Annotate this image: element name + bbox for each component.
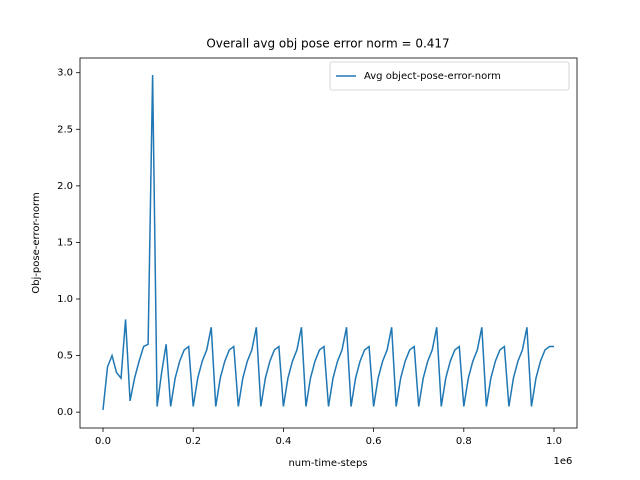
legend-label: Avg object-pose-error-norm (364, 71, 501, 82)
plot-frame (79, 57, 578, 429)
y-tick-label: 2.0 (57, 181, 73, 192)
x-axis-label: num-time-steps (288, 458, 367, 469)
y-tick-label: 1.5 (57, 237, 73, 248)
x-tick-label: 0.4 (275, 436, 291, 447)
y-tick-label: 0.5 (57, 351, 73, 362)
x-tick-label: 0.6 (366, 436, 382, 447)
x-offset-label: 1e6 (554, 456, 573, 467)
x-tick-label: 1.0 (546, 436, 562, 447)
y-tick-label: 1.0 (57, 294, 73, 305)
y-axis-label: Obj-pose-error-norm (31, 192, 42, 293)
chart-title: Overall avg obj pose error norm = 0.417 (206, 37, 449, 51)
y-tick-label: 0.0 (57, 407, 73, 418)
data-line (102, 74, 554, 410)
x-tick-label: 0.0 (95, 436, 111, 447)
y-tick-label: 2.5 (57, 124, 73, 135)
x-tick-label: 0.8 (456, 436, 472, 447)
legend-box (329, 61, 570, 91)
y-tick-label: 3.0 (57, 68, 73, 79)
x-tick-label: 0.2 (185, 436, 201, 447)
